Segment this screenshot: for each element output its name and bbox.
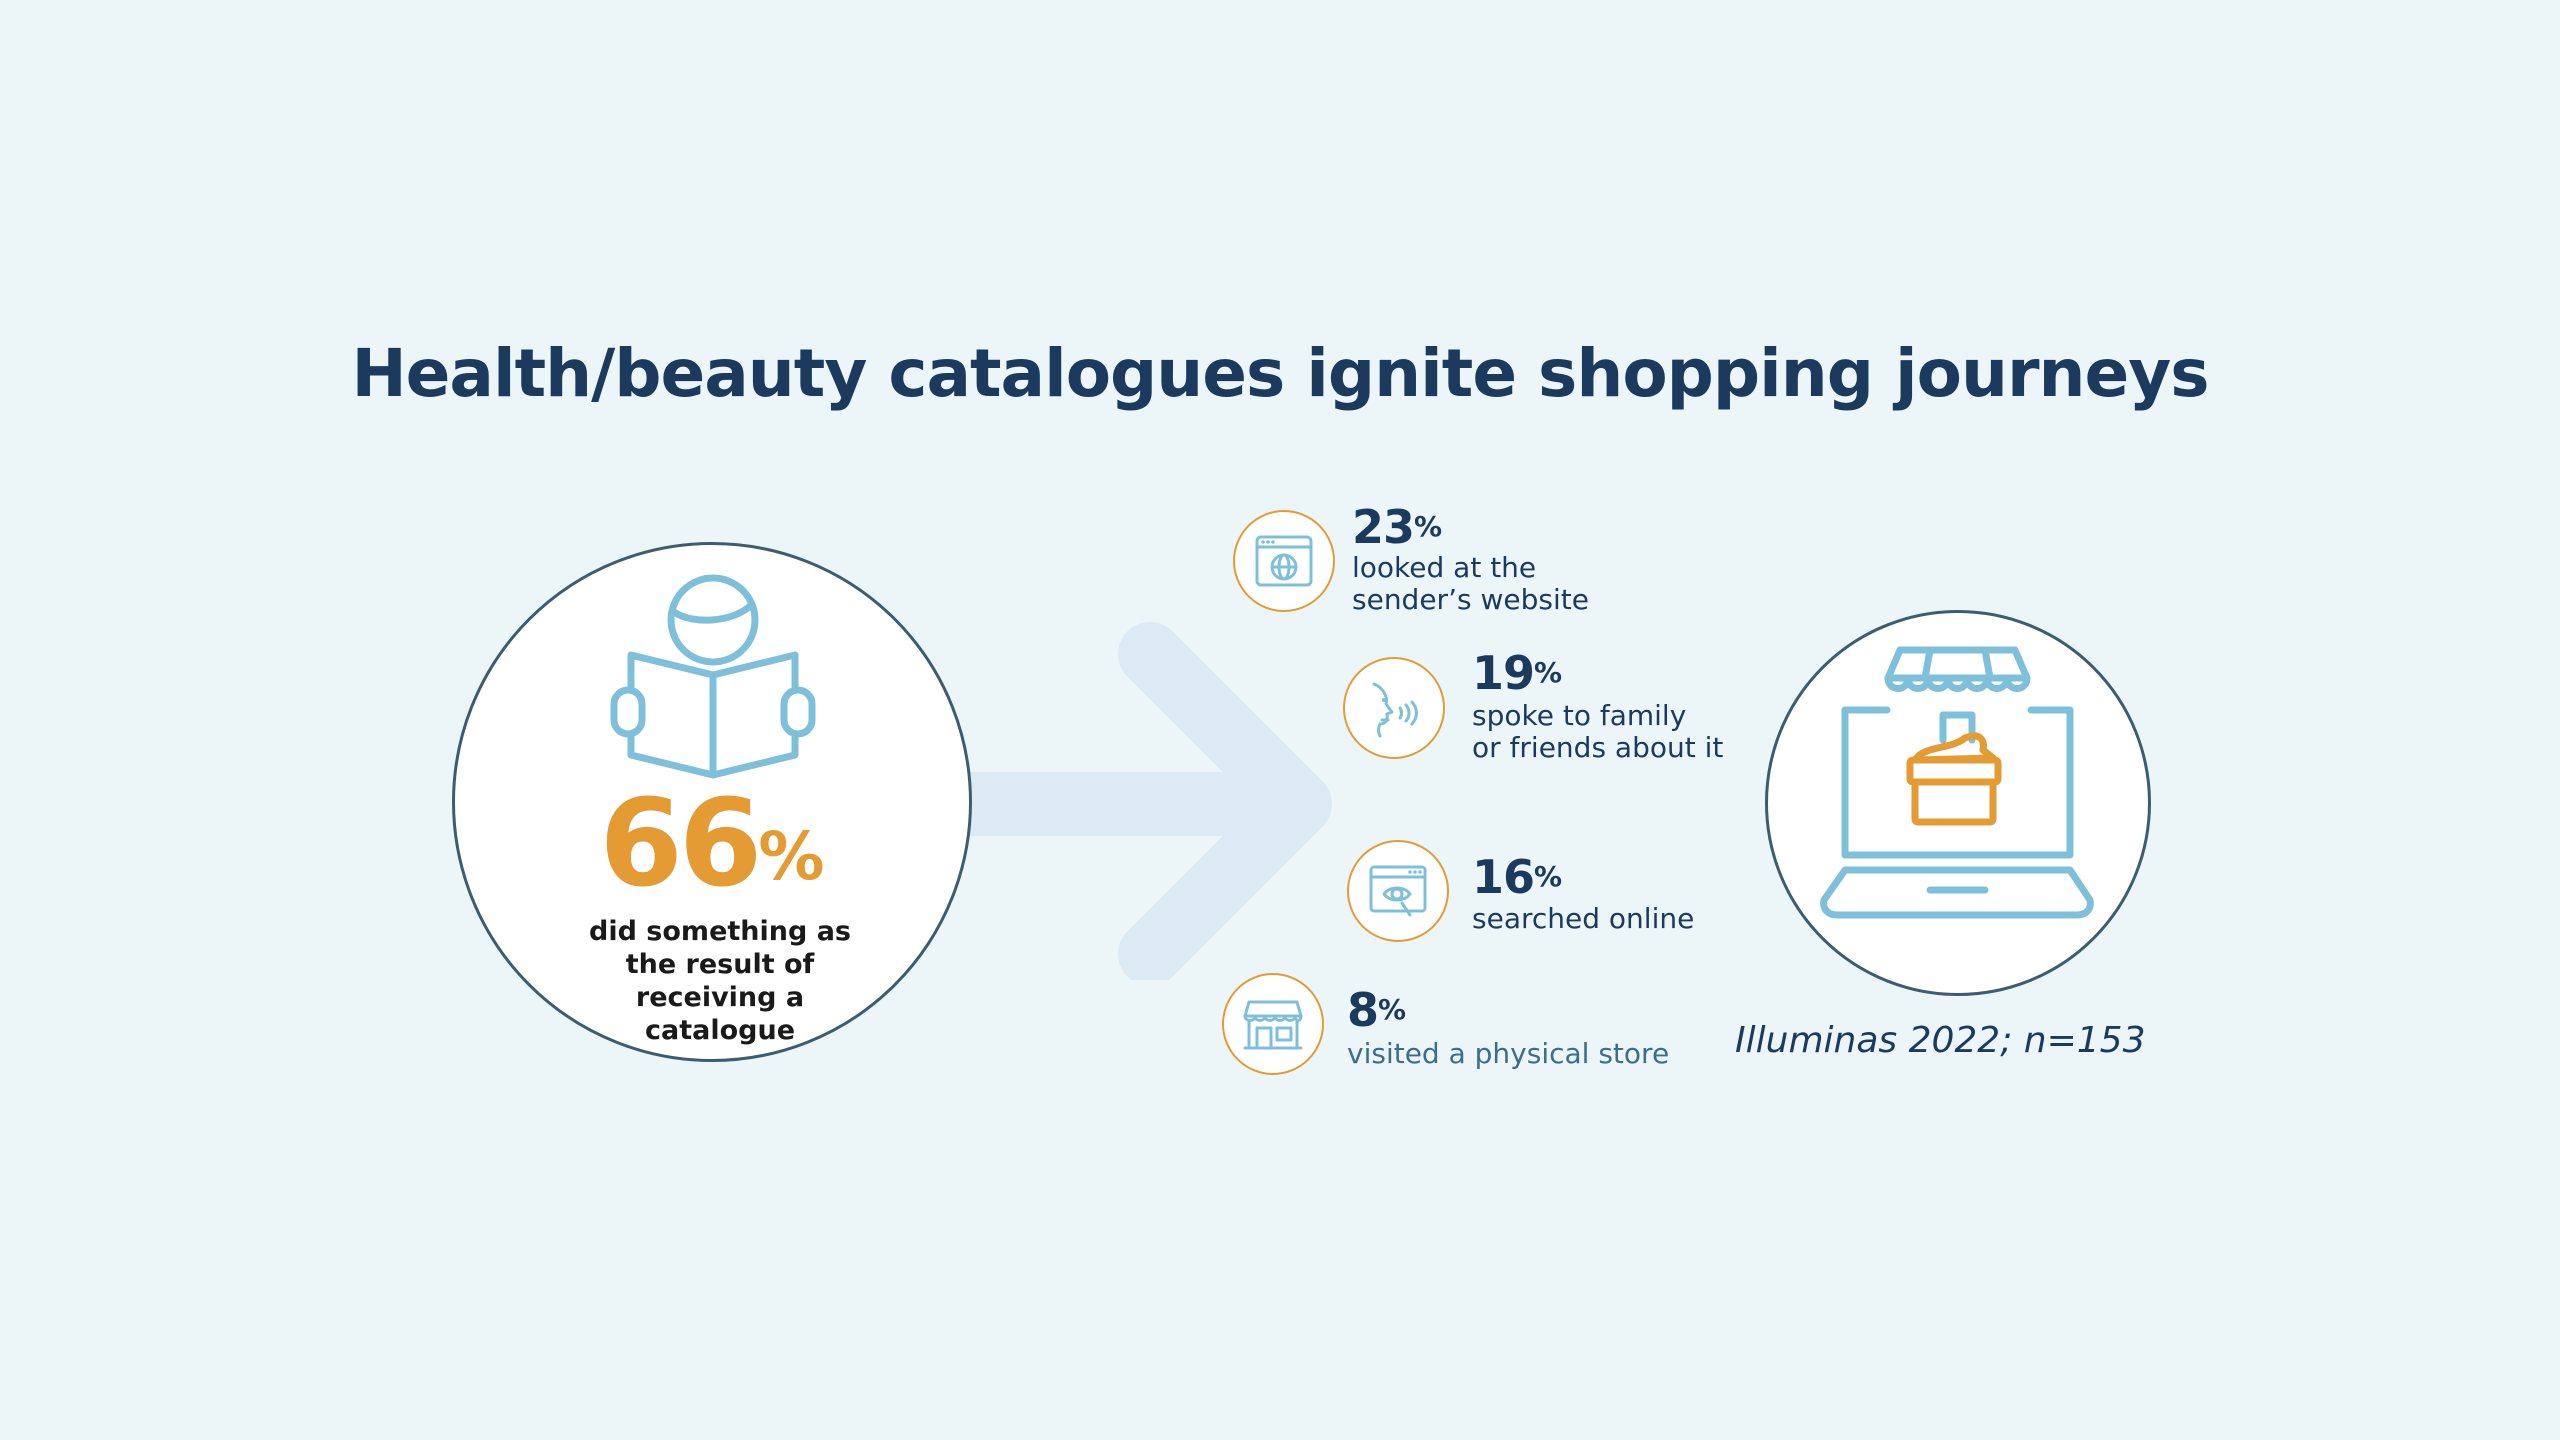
laptop-shop-icon xyxy=(1820,646,2094,919)
laptop-circle xyxy=(1765,610,2151,996)
page-title: Health/beauty catalogues ignite shopping… xyxy=(351,335,2209,412)
stat-icon-circle-website xyxy=(1233,510,1335,612)
website-globe-icon xyxy=(1255,535,1313,587)
stat-value-website: 23% xyxy=(1352,500,1443,554)
online-search-icon xyxy=(1369,865,1427,917)
stat-label-website: looked at the sender’s website xyxy=(1352,551,1589,616)
main-stat-value: 66% xyxy=(599,775,825,914)
main-stat-description: did something as the result of receiving… xyxy=(589,916,851,1046)
reading-person-icon xyxy=(610,574,816,779)
stat-icon-circle-speaking xyxy=(1343,657,1445,759)
arrow-graphic xyxy=(960,622,1332,980)
stat-icon-circle-store xyxy=(1222,973,1324,1075)
stat-label-speaking: spoke to family or friends about it xyxy=(1472,699,1724,764)
main-stat-circle xyxy=(452,542,972,1062)
stat-value-store: 8% xyxy=(1347,983,1407,1037)
stat-label-store: visited a physical store xyxy=(1347,1037,1670,1070)
stat-value-search: 16% xyxy=(1472,850,1563,904)
speaking-face-icon xyxy=(1372,682,1418,738)
stat-label-search: searched online xyxy=(1472,902,1695,935)
stat-icon-circle-search xyxy=(1347,840,1449,942)
source-note: Illuminas 2022; n=153 xyxy=(1735,1020,2146,1061)
storefront-icon xyxy=(1243,1000,1303,1050)
stat-value-speaking: 19% xyxy=(1472,646,1563,700)
